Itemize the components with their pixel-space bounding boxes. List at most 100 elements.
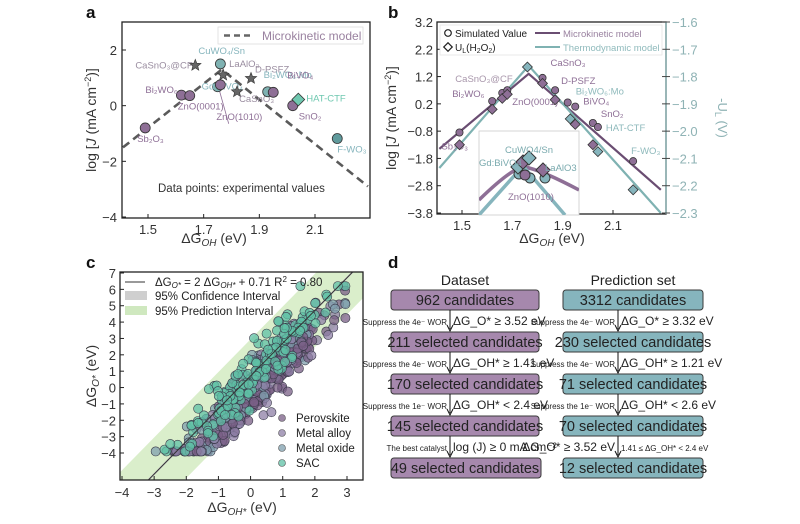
scatter-point-sac	[244, 405, 255, 416]
flow-box-dataset	[390, 331, 540, 353]
ul-point-bi2wo6	[486, 103, 498, 115]
x-tick-label: 2.1	[306, 222, 324, 237]
panel-letter-d: d	[388, 253, 398, 272]
y-tick-label: 0	[109, 381, 116, 396]
panel-c-frame	[119, 271, 364, 481]
flow-box-prediction-set	[562, 331, 704, 353]
y-right-tick-label: −2.0	[672, 124, 698, 139]
y-tick-label: 4	[109, 315, 116, 330]
flow-step-criterion: log (J) ≥ 0 mA cm⁻²	[453, 440, 557, 454]
x-tick-label: 1.7	[503, 218, 521, 233]
simulated-point-hat-ctf	[593, 123, 602, 132]
y-tick-label: 6	[109, 282, 116, 297]
flow-box-prediction-set	[562, 373, 704, 395]
ul-point-hat-ctf	[592, 146, 604, 158]
panel-letter-c: c	[86, 253, 95, 272]
panel-b-chart: Sb₂O₃ Bi₂WO₆ ZnO(0001) CaSnO₃@CF CaSnO₃ D-PSF…	[383, 15, 730, 249]
panel-b-ylabel: log [J (mA cm−2)]	[383, 66, 399, 170]
legend-label-metal-oxide: Metal oxide	[296, 443, 355, 455]
scatter-point-sac	[193, 403, 204, 414]
inset-label-cuwo4: CuWO4/Sn	[505, 145, 553, 156]
legend-label-microkinetic: Microkinetic model	[262, 29, 361, 43]
flow-box-dataset	[390, 457, 542, 479]
y-tick-label: 3.2	[415, 15, 433, 30]
scatter-point-sac	[279, 323, 290, 334]
scatter-point-sac	[198, 410, 209, 421]
scatter-point-sac	[263, 344, 273, 355]
panel-a-legend	[217, 26, 364, 45]
flow-box-label: 12 selected candidates	[559, 461, 707, 477]
y-right-tick-label: −2.3	[672, 206, 698, 221]
flow-arrowhead	[446, 408, 454, 417]
point-circle-zno-1010	[214, 79, 226, 91]
point-label-sb2o3: Sb₂O₃	[441, 142, 468, 153]
flow-arrowhead	[446, 366, 454, 375]
ul-point-bi2wo6-mo	[564, 113, 576, 125]
simulated-point-bivo4	[571, 102, 580, 111]
scatter-point-metal-alloy	[262, 397, 272, 408]
flow-step-criterion: ΔG_O* ≥ 3.52 eV	[453, 314, 546, 328]
ul-point-cuwo4-sn	[521, 61, 533, 73]
point-label-sb2o3: Sb₂O₃	[137, 134, 164, 145]
scatter-point-sac	[213, 391, 224, 401]
x-tick-label: 0	[247, 485, 254, 500]
scatter-point-sac	[273, 316, 284, 327]
flow-arrowhead	[446, 450, 454, 459]
legend-confidence-swatch	[125, 291, 147, 300]
simulated-point-bi2wo6-mo	[563, 98, 572, 107]
legend-label-metal-alloy: Metal alloy	[296, 428, 351, 440]
y-right-tick-label: −1.9	[672, 97, 698, 112]
y-right-tick-label: −2.1	[672, 151, 698, 166]
scatter-point-sac	[295, 281, 306, 291]
y-tick-label: −4	[101, 446, 116, 461]
panel-c-legend-categories: Perovskite Metal alloy Metal oxide SAC	[278, 413, 355, 470]
flow-step-description: Suppress the 4e⁻ WOR	[531, 360, 615, 369]
ul-point-casno3	[537, 77, 549, 89]
y-tick-label: 1.2	[415, 70, 433, 85]
scatter-point-metal-alloy	[306, 350, 317, 361]
y-tick-label: −3	[101, 430, 116, 445]
ul-point-f-wo3	[627, 184, 639, 196]
flow-box-label: 145 selected candidates	[387, 419, 543, 435]
y-tick-label: 3	[109, 331, 116, 346]
scatter-point-sac	[280, 344, 291, 355]
y-tick-label: 0	[110, 99, 117, 114]
scatter-point-metal-oxide	[340, 299, 351, 310]
scatter-point-perovskite	[340, 313, 351, 323]
scatter-point-sac	[193, 418, 204, 428]
flow-step-description: Suppress the 4e⁻ WOR	[531, 318, 615, 327]
flow-box-dataset	[390, 373, 540, 395]
series-line-microkinetic-model	[438, 72, 662, 191]
x-tick-label: 1.9	[250, 222, 268, 237]
y-tick-label: 5	[109, 299, 116, 314]
y-right-tick-label: −2.2	[672, 179, 698, 194]
y-tick-label: −0.8	[407, 124, 433, 139]
flow-step-criterion: ΔG_OH* ≥ 1.21 eV	[621, 356, 722, 370]
flow-box-label: 211 selected candidates	[387, 335, 542, 351]
scatter-point-sac	[332, 281, 343, 291]
scatter-point-perovskite	[272, 382, 283, 393]
legend-circle-marker	[444, 29, 452, 37]
scatter-point-metal-alloy	[266, 407, 277, 418]
scatter-point-sac	[310, 298, 321, 309]
scatter-point-sac	[322, 291, 333, 302]
panel-a-chart: Sb₂O₃Bi₂WO₆ZnO(0001)CaSnO₃@CFGd:BiVO₄ZnO…	[83, 21, 371, 249]
scatter-point-sac	[184, 441, 195, 452]
x-tick-label: 1.5	[453, 218, 471, 233]
point-circle-zno-0001	[184, 90, 196, 102]
ul-point-d-psfz	[549, 94, 561, 106]
panel-b-ylabel-right: -UL (V)	[713, 98, 730, 138]
scatter-point-sac	[305, 310, 316, 321]
scatter-point-sac	[202, 428, 213, 439]
panel-a-frame	[121, 21, 371, 219]
x-tick-label: 3	[343, 485, 350, 500]
point-label-f-wo3: F-WO₃	[631, 146, 660, 157]
inset-diamond-point	[535, 162, 551, 178]
scatter-point-sac	[261, 328, 272, 339]
scatter-point-sac	[238, 358, 248, 369]
flow-header-prediction-set: Prediction set	[591, 272, 676, 288]
point-label-zno-0001: ZnO(0001)	[178, 102, 224, 113]
x-tick-label: 1	[279, 485, 286, 500]
scatter-point-perovskite	[329, 315, 340, 326]
panel-b-legend: Simulated Value UL(H2O2) Microkinetic mo…	[439, 24, 663, 56]
